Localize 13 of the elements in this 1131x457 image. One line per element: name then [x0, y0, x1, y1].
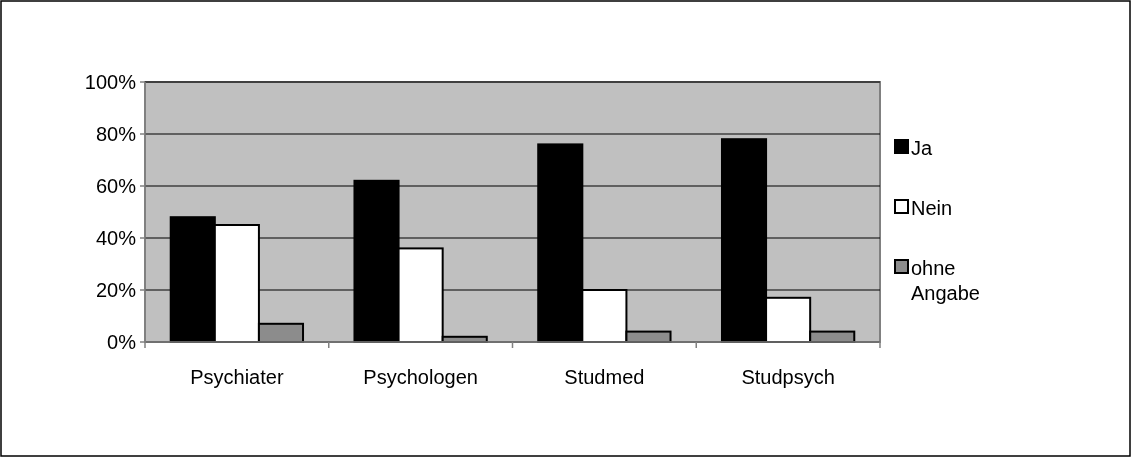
- y-tick-label: 20%: [95, 279, 137, 301]
- y-tick-label: 100%: [84, 71, 137, 93]
- x-tick-label: Psychiater: [190, 366, 284, 388]
- y-tick-label: 80%: [95, 123, 137, 145]
- y-tick-label: 0%: [107, 331, 137, 353]
- x-tick-label: Psychologen: [363, 366, 478, 388]
- y-tick-label: 40%: [95, 227, 137, 249]
- legend-label: Nein: [911, 197, 953, 219]
- x-tick-label: Studmed: [564, 366, 645, 388]
- legend-label: Ja: [911, 137, 933, 159]
- legend-label: ohne Angabe: [911, 257, 980, 304]
- x-tick-label: Studpsych: [741, 366, 835, 388]
- y-tick-label: 60%: [95, 175, 137, 197]
